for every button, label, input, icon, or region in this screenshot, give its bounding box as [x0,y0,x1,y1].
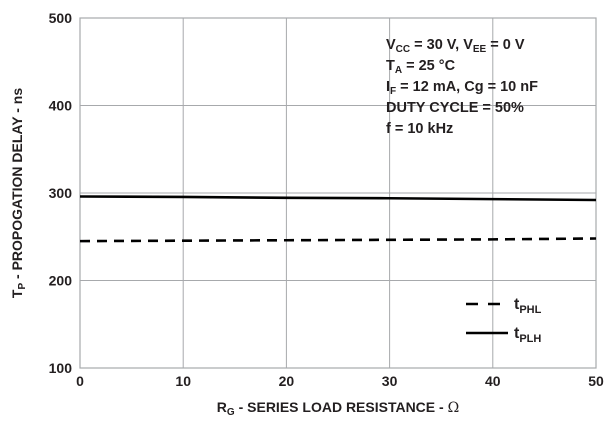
x-axis-title-unit: Ω [448,400,460,416]
condition-text: CC [396,44,410,55]
series-lines [79,195,597,243]
series-line-tphl [79,237,597,243]
x-tick-label: 30 [382,373,398,389]
y-axis-title-sub: P [17,283,28,290]
legend-label: tPLH [514,325,541,345]
condition-text: V [386,37,396,53]
legend-label-main: t [514,325,520,342]
y-tick-label: 400 [49,98,73,114]
condition-line: IF = 12 mA, Cg = 10 nF [386,79,538,97]
condition-text: = 0 V [486,37,525,53]
conditions-annotation: VCC = 30 V, VEE = 0 V TA = 25 °C IF = 12 m… [386,37,538,137]
y-axis-title-main: T [9,289,25,298]
condition-text: DUTY CYCLE = 50% [386,100,524,116]
y-axis-title: TP - PROPOGATION DELAY - ns [9,88,28,298]
x-axis-title-main: R [217,399,227,415]
tick-labels: 0 10 20 30 40 50 100 200 300 400 500 [49,10,604,389]
y-tick-label: 100 [49,360,73,376]
y-tick-label: 200 [49,273,73,289]
legend-label: tPHL [514,296,542,316]
condition-text: EE [473,44,487,55]
y-tick-label: 500 [49,10,73,26]
condition-text: T [386,58,395,74]
x-axis-title-sub: G [227,407,235,418]
condition-text: F [390,86,396,97]
condition-text: = 25 °C [402,58,455,74]
x-tick-label: 0 [76,373,84,389]
legend-label-sub: PHL [519,304,541,316]
condition-line: f = 10 kHz [386,121,453,137]
condition-text: = 12 mA, Cg = 10 nF [396,79,538,95]
condition-line: TA = 25 °C [386,58,456,76]
condition-text: A [395,65,402,76]
condition-text: = 30 V, V [410,37,473,53]
condition-line: VCC = 30 V, VEE = 0 V [386,37,525,55]
legend-label-sub: PLH [519,333,541,345]
condition-text: I [386,79,390,95]
x-tick-label: 40 [485,373,501,389]
x-tick-label: 20 [279,373,295,389]
x-axis-title-rest: - SERIES LOAD RESISTANCE - [235,399,448,415]
y-axis-title-rest: - PROPOGATION DELAY - ns [9,88,25,283]
x-tick-label: 10 [175,373,191,389]
x-tick-label: 50 [588,373,604,389]
legend-label-main: t [514,296,520,313]
series-line-tplh [79,195,597,202]
condition-text: f = 10 kHz [386,121,453,137]
plot-frame [79,17,597,369]
condition-line: DUTY CYCLE = 50% [386,100,524,116]
x-axis-title: RG - SERIES LOAD RESISTANCE - Ω [217,399,459,418]
y-tick-label: 300 [49,185,73,201]
